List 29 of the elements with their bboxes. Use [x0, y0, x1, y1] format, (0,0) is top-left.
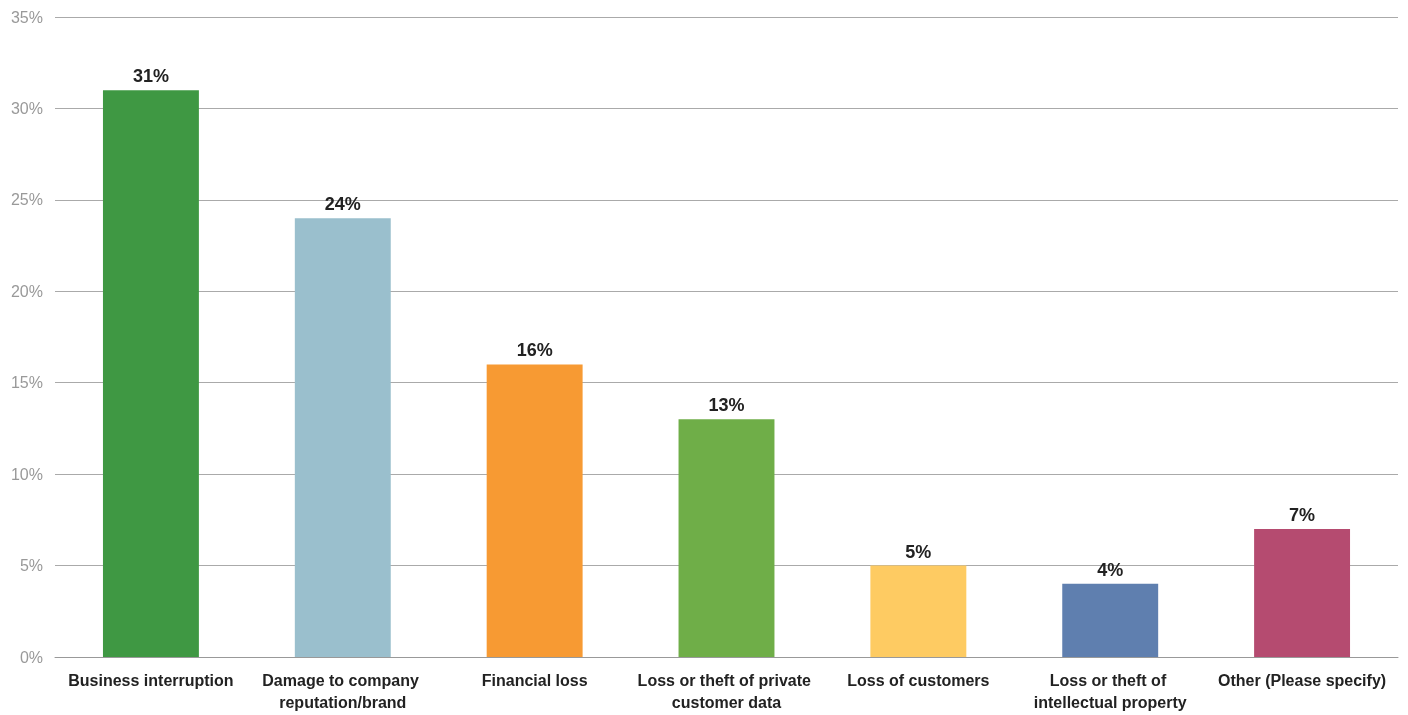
y-tick-label: 25% — [10, 191, 43, 209]
y-tick-label: 15% — [10, 374, 43, 392]
x-tick-label: Loss or theft of intellectual property — [1033, 671, 1187, 711]
y-tick-label: 20% — [10, 282, 43, 300]
y-tick-label: 0% — [19, 648, 43, 666]
bar — [486, 364, 583, 657]
y-tick-label: 5% — [19, 557, 43, 575]
bar — [294, 218, 391, 657]
data-label: 7% — [1289, 505, 1316, 525]
bar — [678, 419, 775, 657]
y-tick-label: 35% — [10, 8, 43, 26]
x-tick-label: Loss of customers — [847, 671, 990, 689]
x-tick-label: Damage to company reputation/brand — [262, 671, 424, 711]
y-tick-label: 10% — [10, 465, 43, 483]
data-label: 24% — [324, 194, 361, 215]
x-tick-label: Business interruption — [68, 671, 234, 689]
x-tick-label: Financial loss — [481, 671, 588, 689]
bar — [1062, 583, 1159, 657]
data-label: 31% — [132, 66, 169, 87]
x-tick-label: Other (Please specify) — [1218, 671, 1387, 689]
data-label: 5% — [905, 541, 932, 562]
bar — [870, 565, 967, 657]
data-label: 16% — [516, 340, 553, 361]
y-tick-label: 30% — [10, 99, 43, 117]
bar — [1254, 529, 1351, 657]
bar — [102, 90, 199, 657]
data-label: 13% — [708, 395, 745, 416]
x-tick-label: Loss or theft of private customer data — [637, 671, 816, 711]
data-label: 4% — [1097, 559, 1124, 580]
